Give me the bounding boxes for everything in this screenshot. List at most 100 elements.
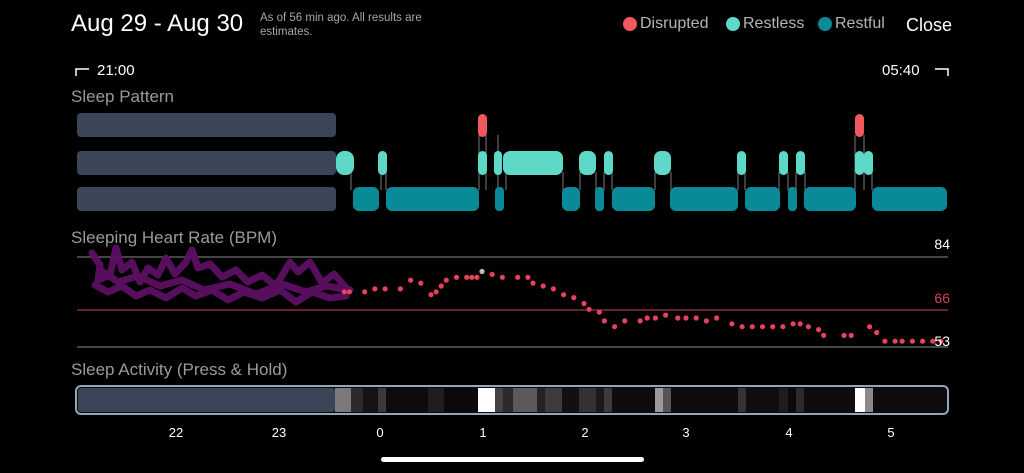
activity-cell xyxy=(428,388,444,412)
sleep-pattern-chart[interactable] xyxy=(77,113,947,211)
heart-rate-point xyxy=(428,292,434,298)
end-time: 05:40 xyxy=(882,62,920,79)
heart-rate-point xyxy=(848,332,854,338)
restless-segment xyxy=(796,151,805,175)
restless-segment xyxy=(503,151,563,175)
activity-cell xyxy=(351,388,363,412)
legend-restful: Restful xyxy=(818,15,885,33)
heart-rate-point xyxy=(438,283,444,289)
activity-cell xyxy=(788,388,796,412)
restless-segment xyxy=(779,151,788,175)
restful-segment xyxy=(353,187,379,211)
activity-cell xyxy=(612,388,655,412)
heart-rate-point xyxy=(739,324,745,330)
heart-rate-point xyxy=(930,338,936,344)
activity-cell xyxy=(746,388,779,412)
heart-rate-point xyxy=(469,274,475,280)
date-range-title: Aug 29 - Aug 30 xyxy=(71,10,244,37)
heart-rate-points xyxy=(341,268,944,344)
heart-rate-point xyxy=(443,277,449,283)
x-tick: 4 xyxy=(785,425,793,440)
heart-rate-point xyxy=(874,329,880,336)
heart-rate-point xyxy=(382,286,388,292)
heart-rate-point xyxy=(515,274,521,280)
heart-rate-point xyxy=(489,271,495,277)
heart-rate-point xyxy=(770,324,776,330)
restless-segment xyxy=(654,151,671,175)
activity-cell xyxy=(537,388,545,412)
activity-cell xyxy=(579,388,596,412)
heart-rate-point xyxy=(525,274,531,280)
heart-rate-point xyxy=(637,318,643,324)
heart-rate-point xyxy=(703,318,710,324)
restless-segment xyxy=(336,151,354,175)
sleep-pattern-heading: Sleep Pattern xyxy=(71,87,175,106)
heart-rate-point xyxy=(816,327,822,333)
heart-rate-point xyxy=(408,277,414,283)
pre-sleep-scribble xyxy=(88,244,354,306)
range-start-marker xyxy=(75,68,89,76)
home-indicator[interactable] xyxy=(381,457,644,462)
heart-rate-point xyxy=(821,332,827,338)
heart-rate-point xyxy=(586,306,592,312)
restful-segment xyxy=(386,187,479,211)
heart-rate-point xyxy=(596,309,602,315)
activity-cell xyxy=(738,388,746,412)
close-button[interactable]: Close xyxy=(906,15,953,35)
activity-cell xyxy=(873,388,946,412)
heart-rate-point xyxy=(499,274,505,280)
heart-rate-point xyxy=(530,280,536,286)
heart-rate-heading: Sleeping Heart Rate (BPM) xyxy=(71,228,277,247)
legend-label: Disrupted xyxy=(640,15,709,32)
heart-rate-point xyxy=(474,274,480,280)
heart-rate-point xyxy=(663,312,669,318)
activity-cell xyxy=(596,388,604,412)
restful-segment xyxy=(562,187,580,211)
heart-rate-point xyxy=(464,274,470,280)
heart-rate-point xyxy=(433,289,439,295)
heart-rate-point xyxy=(540,283,546,289)
heart-rate-point xyxy=(479,268,485,275)
heart-rate-point xyxy=(714,315,720,321)
restless-segment xyxy=(579,151,596,175)
x-tick: 0 xyxy=(376,425,384,440)
heart-rate-point xyxy=(683,315,689,321)
activity-cell xyxy=(378,388,386,412)
heart-rate-point xyxy=(612,324,618,330)
heart-rate-point xyxy=(397,286,403,292)
sleep-activity-chart[interactable] xyxy=(75,385,949,415)
heart-rate-point xyxy=(780,324,786,330)
activity-cell xyxy=(545,388,562,412)
heart-rate-point xyxy=(601,318,608,324)
heart-rate-point xyxy=(797,321,803,327)
heart-rate-point xyxy=(693,315,699,321)
activity-cell xyxy=(865,388,873,412)
heart-rate-point xyxy=(882,338,888,344)
x-tick: 22 xyxy=(168,425,184,440)
heart-rate-point xyxy=(759,324,766,330)
disrupted-segment xyxy=(478,114,487,137)
restful-segment xyxy=(670,187,738,211)
heart-rate-chart[interactable] xyxy=(77,244,948,348)
legend-label: Restful xyxy=(835,15,885,32)
legend-restless: Restless xyxy=(726,15,804,33)
activity-placeholder xyxy=(78,388,335,412)
pattern-placeholder-bar xyxy=(77,151,336,175)
activity-cell xyxy=(495,388,503,412)
heart-rate-point xyxy=(418,280,424,286)
activity-cell xyxy=(604,388,612,412)
restless-segment xyxy=(737,151,746,175)
heart-rate-point xyxy=(841,332,847,338)
heart-rate-point xyxy=(346,289,352,295)
activity-cell xyxy=(796,388,804,412)
activity-cell xyxy=(335,388,351,412)
heart-rate-point xyxy=(675,315,681,321)
x-tick: 3 xyxy=(682,425,690,440)
disrupted-segment xyxy=(855,114,864,137)
activity-cell xyxy=(562,388,579,412)
heart-rate-point xyxy=(622,318,628,324)
x-tick: 23 xyxy=(271,425,287,440)
restless-segment xyxy=(494,151,502,175)
heart-rate-point xyxy=(652,315,659,321)
